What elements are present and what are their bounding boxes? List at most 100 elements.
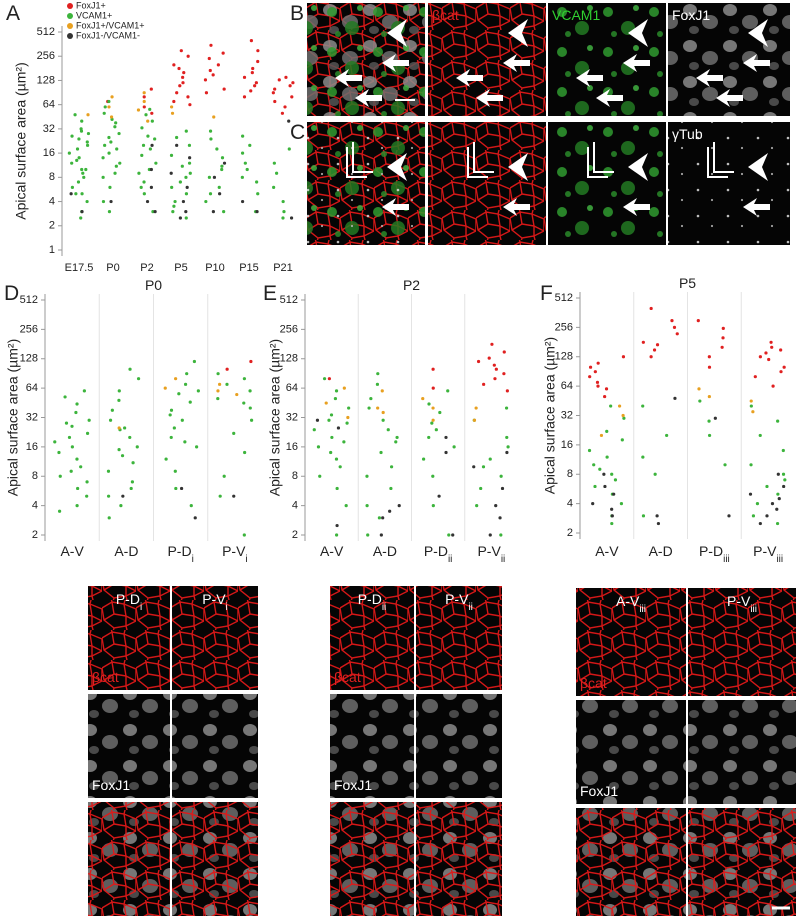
data-point <box>365 504 369 508</box>
data-point <box>241 199 245 204</box>
data-point <box>282 210 286 214</box>
data-point <box>178 180 182 184</box>
data-point <box>707 365 712 369</box>
data-point <box>649 306 653 311</box>
image-label: βcat <box>334 669 361 685</box>
data-point <box>187 143 192 147</box>
x-tick-label-subscript: iii <box>776 554 783 565</box>
data-point <box>86 113 90 117</box>
data-point <box>776 472 780 476</box>
data-point <box>493 377 497 381</box>
data-point <box>113 171 117 175</box>
data-point <box>173 199 177 204</box>
data-point <box>721 326 725 330</box>
y-tick-label: 32 <box>286 411 298 423</box>
data-point <box>142 91 146 95</box>
data-point <box>487 356 491 360</box>
data-point <box>431 418 435 422</box>
image-title-text: P-D <box>116 591 140 607</box>
data-point <box>775 521 780 526</box>
x-tick-label: A-D <box>373 543 397 559</box>
data-point <box>243 450 247 455</box>
data-point <box>220 167 224 172</box>
image-title: A-Viii <box>616 593 646 615</box>
data-point <box>315 418 320 422</box>
data-point <box>765 484 769 489</box>
data-point <box>69 469 73 473</box>
data-point <box>114 121 118 125</box>
data-point <box>85 140 89 144</box>
data-point <box>603 484 607 489</box>
data-point <box>431 474 435 478</box>
data-point <box>727 514 731 518</box>
legend-swatch <box>67 33 73 39</box>
data-point <box>218 494 222 498</box>
data-point <box>622 416 626 420</box>
data-point <box>181 199 186 204</box>
x-tick-label: P2 <box>140 262 153 274</box>
data-point <box>242 533 246 537</box>
data-point <box>120 454 125 458</box>
data-point <box>174 377 178 381</box>
arrow <box>576 69 603 87</box>
x-tick-label-text: A-D <box>114 543 138 559</box>
image-title-text: P-D <box>358 591 382 607</box>
micrograph-channel <box>416 802 502 916</box>
data-point <box>74 410 78 415</box>
data-point <box>102 111 106 115</box>
panel-label: D <box>4 282 19 305</box>
data-point <box>170 111 175 115</box>
data-point <box>272 185 276 189</box>
data-point <box>153 137 157 141</box>
data-point <box>389 465 394 469</box>
x-tick-label-text: P-D <box>424 543 448 559</box>
data-point <box>203 78 208 82</box>
data-point <box>212 115 216 119</box>
data-point <box>128 435 132 440</box>
data-point <box>318 474 322 478</box>
data-point <box>394 440 398 444</box>
arrow <box>503 198 530 216</box>
data-point <box>144 113 148 117</box>
data-point <box>182 71 186 75</box>
data-point <box>175 91 179 95</box>
data-point <box>85 199 89 204</box>
x-tick-label-text: A-V <box>320 543 344 559</box>
data-point <box>673 396 677 400</box>
data-point <box>250 71 254 75</box>
data-point <box>53 440 57 444</box>
data-point <box>779 370 783 374</box>
legend-label: VCAM1+ <box>76 10 112 20</box>
x-tick-label-text: P0 <box>106 262 119 274</box>
data-point <box>74 192 78 196</box>
data-point <box>222 474 226 478</box>
data-point <box>593 484 597 489</box>
data-point <box>697 387 701 391</box>
x-tick-label-text: A-V <box>595 543 619 559</box>
data-point <box>641 455 645 459</box>
panel-label: A <box>6 2 20 25</box>
x-tick-label-text: P-V <box>753 543 777 559</box>
data-point <box>758 521 762 526</box>
data-point <box>617 404 622 408</box>
data-point <box>782 484 786 489</box>
data-point <box>782 365 786 369</box>
data-point <box>492 363 496 367</box>
data-point <box>119 504 123 508</box>
data-point <box>431 504 435 508</box>
data-point <box>153 210 157 214</box>
micrograph-channel <box>307 122 425 245</box>
data-point <box>777 497 781 501</box>
micrograph-channel <box>172 802 258 916</box>
data-point <box>169 435 173 440</box>
data-point <box>178 216 182 220</box>
data-point <box>173 469 177 473</box>
data-point <box>85 480 89 484</box>
data-point <box>80 210 84 214</box>
data-point <box>242 75 247 79</box>
data-point <box>602 472 606 476</box>
data-point <box>381 418 385 422</box>
data-point <box>610 472 614 476</box>
data-point <box>707 433 712 438</box>
data-point <box>388 509 392 513</box>
